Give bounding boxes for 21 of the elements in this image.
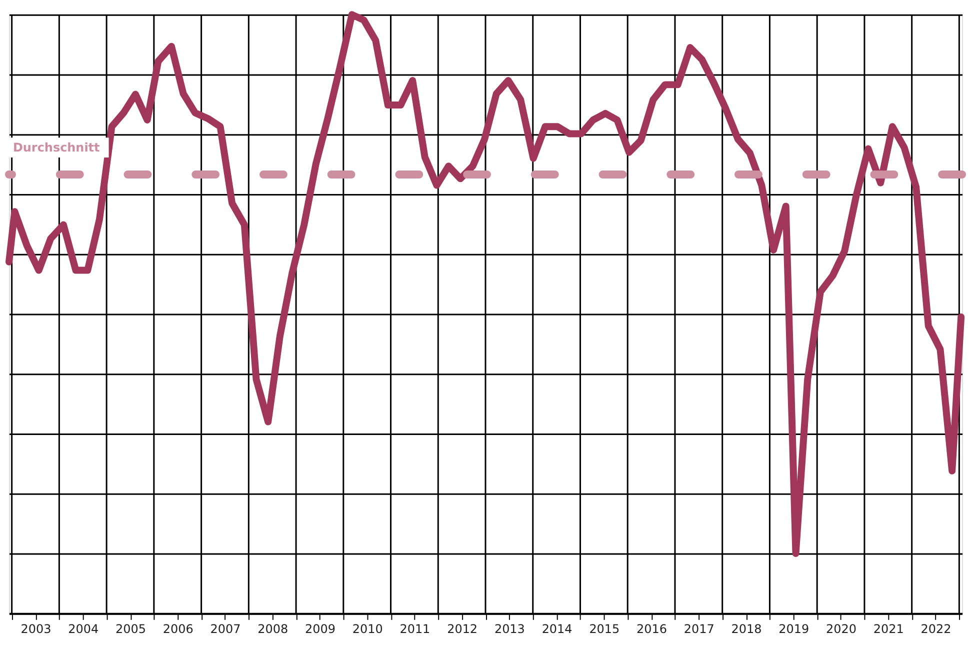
x-tick-label: 2015 xyxy=(589,622,620,636)
x-tick-label: 2010 xyxy=(352,622,383,636)
x-tick-label: 2021 xyxy=(873,622,904,636)
x-tick-label: 2005 xyxy=(116,622,146,636)
x-tick-label: 2007 xyxy=(210,622,241,636)
x-tick-label: 2020 xyxy=(826,622,856,636)
x-tick-label: 2016 xyxy=(636,622,668,636)
x-tick-label: 2006 xyxy=(162,622,194,636)
x-tick-label: 2018 xyxy=(731,622,762,636)
x-tick-label: 2019 xyxy=(778,622,810,636)
x-tick-label: 2008 xyxy=(258,622,288,636)
x-tick-label: 2014 xyxy=(542,622,572,636)
x-tick-label: 2004 xyxy=(68,622,99,636)
x-tick-label: 2009 xyxy=(304,622,336,636)
x-tick-label: 2012 xyxy=(447,622,478,636)
ref-line-label: Durchschnitt xyxy=(12,140,100,155)
x-tick-label: 2022 xyxy=(920,622,952,636)
x-tick-label: 2011 xyxy=(400,622,430,636)
x-tick-label: 2013 xyxy=(494,622,525,636)
x-tick-label: 2017 xyxy=(684,622,714,636)
x-tick-label: 2003 xyxy=(20,622,52,636)
